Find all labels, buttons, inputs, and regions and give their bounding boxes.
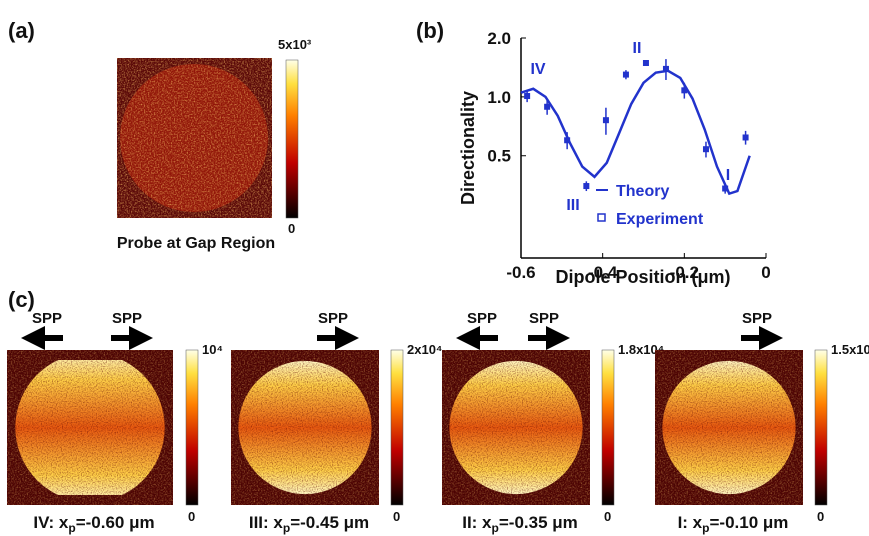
colorbar-max: 5x10³ [278, 37, 312, 52]
chart: 0.5 1.0 2.0 -0.6 -0.4 -0.2 0 Dipole Position (μ… [458, 29, 771, 287]
caption-sub: p [283, 521, 290, 535]
colorbar-min: 0 [393, 509, 400, 524]
annotation: I [726, 167, 730, 184]
annotation: II [633, 40, 642, 57]
colorbar-max: 1.8x10⁴ [618, 342, 664, 357]
colorbar [285, 59, 299, 219]
marker [702, 146, 709, 153]
image-texture [442, 350, 590, 505]
caption-suffix: =-0.60 μm [76, 513, 155, 532]
marker [602, 117, 609, 124]
marker [722, 185, 729, 192]
field-image [442, 350, 590, 505]
arrow-label: SPP [318, 310, 348, 327]
arrow-label: SPP [529, 310, 559, 327]
panel-label: (a) [8, 18, 35, 43]
arrow-label: SPP [742, 310, 772, 327]
marker [742, 134, 749, 141]
annotation: III [566, 197, 579, 214]
legend-swatch [597, 213, 606, 222]
caption: Probe at Gap Region [117, 235, 275, 252]
y-axis-label: Directionality [458, 91, 478, 205]
x-tick-label: -0.2 [670, 263, 699, 282]
colorbar-max: 10⁴ [202, 342, 223, 357]
image-texture [231, 350, 379, 505]
caption-sub: p [702, 521, 709, 535]
caption-prefix: III: x [249, 513, 284, 532]
caption-prefix: IV: x [33, 513, 69, 532]
colorbar [390, 349, 404, 506]
caption-prefix: II: x [462, 513, 492, 532]
marker [622, 71, 629, 78]
caption-suffix: =-0.35 μm [499, 513, 578, 532]
annotation: IV [530, 61, 545, 78]
theory-line [520, 69, 751, 196]
legend-label: Experiment [616, 211, 704, 228]
image-texture [655, 350, 803, 505]
marker [662, 65, 669, 72]
colorbar [601, 349, 615, 506]
field-image [7, 350, 173, 505]
legend-label: Theory [616, 183, 669, 200]
arrow-label: SPP [112, 310, 142, 327]
y-tick-label: 2.0 [487, 29, 511, 48]
field-image [231, 350, 379, 505]
marker [583, 183, 590, 190]
colorbar-max: 2x10⁴ [407, 342, 442, 357]
caption-suffix: =-0.45 μm [290, 513, 369, 532]
caption: IV: xp=-0.60 μm [33, 513, 154, 535]
colorbar-min: 0 [288, 221, 295, 236]
arrow-label: SPP [467, 310, 497, 327]
colorbar [185, 349, 199, 506]
field-image [655, 350, 803, 505]
colorbar-min: 0 [604, 509, 611, 524]
caption: II: xp=-0.35 μm [462, 513, 578, 535]
x-tick-label: -0.4 [588, 263, 618, 282]
colorbar-min: 0 [188, 509, 195, 524]
x-tick-label: 0 [761, 263, 770, 282]
x-tick-label: -0.6 [506, 263, 535, 282]
marker [642, 60, 649, 67]
panel-label: (c) [8, 287, 35, 312]
marker [564, 137, 571, 144]
marker [524, 93, 531, 100]
caption: III: xp=-0.45 μm [249, 513, 369, 535]
y-tick-label: 0.5 [487, 147, 511, 166]
caption-sub: p [492, 521, 499, 535]
probe-image [117, 58, 272, 218]
caption: I: xp=-0.10 μm [678, 513, 789, 535]
marker [544, 103, 551, 110]
x-axis-label: Dipole Position (μm) [555, 267, 730, 287]
caption-prefix: I: x [678, 513, 703, 532]
caption-suffix: =-0.10 μm [709, 513, 788, 532]
y-tick-label: 1.0 [487, 88, 511, 107]
marker [681, 87, 688, 94]
arrow-label: SPP [32, 310, 62, 327]
caption-sub: p [68, 521, 75, 535]
colorbar-min: 0 [817, 509, 824, 524]
colorbar-max: 1.5x10⁴ [831, 342, 869, 357]
panel-label: (b) [416, 18, 444, 43]
image-texture [7, 350, 173, 505]
colorbar [814, 349, 828, 506]
